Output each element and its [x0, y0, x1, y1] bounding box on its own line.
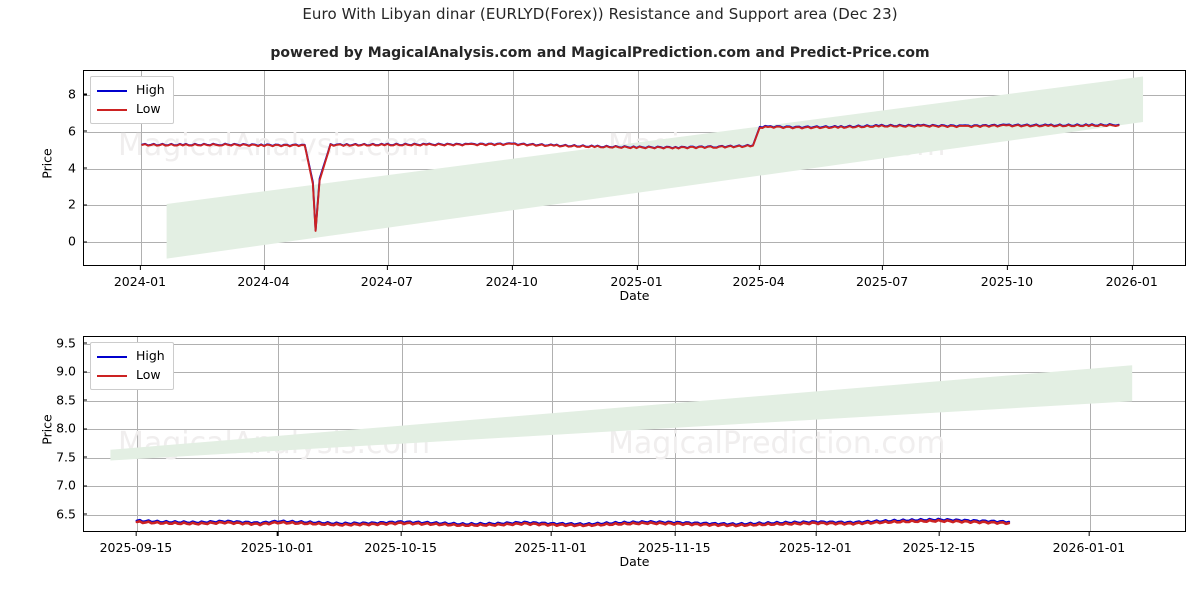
page-title: Euro With Libyan dinar (EURLYD(Forex)) R…	[302, 5, 898, 23]
x-axis-tick-label: 2024-01	[114, 266, 166, 289]
legend-label-low: Low	[136, 101, 161, 117]
legend-swatch-low-icon	[97, 108, 127, 111]
legend-label-high-zoom: High	[136, 348, 165, 364]
x-axis-tick-label: 2024-04	[237, 266, 290, 289]
overview-chart-panel: MagicalAnalysis.com MagicalPrediction.co…	[40, 70, 1186, 303]
grid-line-horizontal	[84, 486, 1185, 488]
series-line-low	[141, 123, 1120, 232]
grid-line-horizontal	[84, 94, 1185, 96]
zoom-chart-panel: MagicalAnalysis.com MagicalPrediction.co…	[40, 335, 1186, 569]
zoom-series-lines	[135, 517, 1011, 528]
x-axis-tick-label: 2026-01	[1106, 266, 1158, 289]
overview-x-axis-label: Date	[619, 288, 650, 303]
y-axis-tick-label: 9.5	[56, 335, 87, 350]
y-axis-tick-label: 7.5	[56, 449, 87, 464]
legend-row-high: High	[97, 81, 165, 100]
grid-line-vertical	[816, 337, 818, 531]
legend-swatch-high-icon-zoom	[97, 355, 127, 358]
grid-line-vertical	[939, 337, 941, 531]
support-resistance-band-shape	[110, 365, 1133, 461]
overview-legend: High Low	[90, 76, 174, 124]
legend-row-low: Low	[97, 100, 165, 119]
grid-line-vertical	[387, 71, 389, 265]
y-axis-tick-label: 9.0	[56, 364, 87, 379]
y-axis-tick-label: 2	[68, 197, 87, 212]
legend-label-low-zoom: Low	[136, 367, 161, 383]
zoom-plot-area	[83, 336, 1186, 532]
y-axis-tick-label: 8	[68, 86, 87, 101]
x-axis-tick-label: 2025-10-15	[364, 532, 437, 555]
series-line-high	[141, 123, 1120, 232]
y-axis-tick-label: 6.5	[56, 506, 87, 521]
y-axis-tick-label: 8.5	[56, 392, 87, 407]
x-axis-tick-label: 2025-12-15	[903, 532, 975, 555]
zoom-y-axis-label: Price	[39, 414, 55, 445]
legend-swatch-low-icon-zoom	[97, 374, 127, 377]
x-axis-tick-label: 2026-01-01	[1053, 532, 1125, 555]
legend-row-high-zoom: High	[97, 347, 165, 366]
x-axis-tick-label: 2025-11-01	[514, 532, 587, 555]
grid-line-horizontal	[84, 457, 1185, 459]
grid-line-horizontal	[84, 372, 1185, 374]
grid-line-vertical	[1132, 71, 1134, 265]
grid-line-vertical	[264, 71, 266, 265]
x-axis-tick-label: 2025-01	[610, 266, 663, 289]
x-axis-tick-label: 2024-07	[361, 266, 413, 289]
overview-plot-area	[83, 70, 1186, 266]
grid-line-horizontal	[84, 514, 1185, 516]
page-subtitle: powered by MagicalAnalysis.com and Magic…	[270, 45, 930, 61]
grid-line-horizontal	[84, 131, 1185, 133]
zoom-legend: High Low	[90, 342, 174, 390]
grid-line-horizontal	[84, 400, 1185, 402]
x-axis-tick-label: 2025-10-01	[241, 532, 313, 555]
y-axis-tick-label: 0	[68, 234, 87, 249]
grid-line-vertical	[675, 337, 677, 531]
x-axis-tick-label: 2025-09-15	[100, 532, 172, 555]
legend-label-high: High	[136, 82, 165, 98]
x-axis-tick-label: 2025-10	[981, 266, 1033, 289]
y-axis-tick-label: 4	[68, 160, 87, 175]
x-axis-tick-label: 2025-04	[733, 266, 785, 289]
grid-line-vertical	[1089, 337, 1091, 531]
legend-swatch-high-icon	[97, 89, 127, 92]
grid-line-horizontal	[84, 242, 1185, 244]
legend-row-low-zoom: Low	[97, 366, 165, 385]
support-resistance-band-zoom	[110, 365, 1133, 461]
grid-line-vertical	[883, 71, 885, 265]
overview-y-axis-label: Price	[39, 148, 55, 179]
grid-line-horizontal	[84, 343, 1185, 345]
y-axis-tick-label: 7.0	[56, 478, 87, 493]
support-resistance-band-overview	[166, 76, 1144, 259]
x-axis-tick-label: 2025-11-15	[638, 532, 711, 555]
x-axis-tick-label: 2025-07	[856, 266, 908, 289]
series-line-low	[135, 518, 1011, 528]
x-axis-tick-label: 2024-10	[486, 266, 538, 289]
grid-line-vertical	[140, 71, 142, 265]
y-axis-tick-label: 8.0	[56, 421, 87, 436]
support-resistance-band-shape	[166, 76, 1144, 259]
grid-line-vertical	[278, 337, 280, 531]
zoom-x-axis-label: Date	[619, 554, 650, 569]
overview-series-lines	[141, 123, 1120, 232]
grid-line-horizontal	[84, 205, 1185, 207]
x-axis-tick-label: 2025-12-01	[779, 532, 852, 555]
grid-line-vertical	[136, 337, 138, 531]
y-axis-tick-label: 6	[68, 123, 87, 138]
grid-line-vertical	[1007, 71, 1009, 265]
